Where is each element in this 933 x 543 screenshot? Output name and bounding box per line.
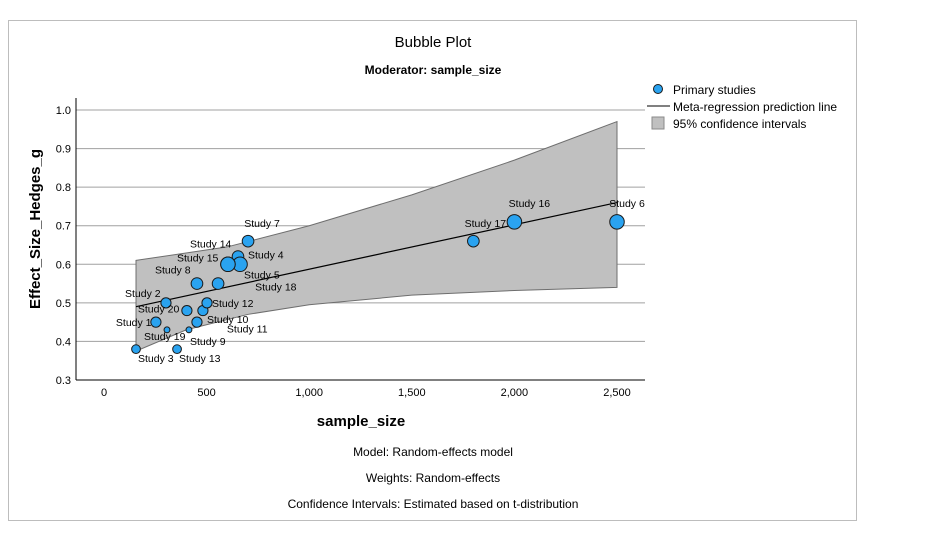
footnote-model: Model: Random-effects model (353, 445, 513, 459)
bubble-study-18 (211, 277, 225, 290)
point-label: Study 11 (227, 324, 268, 336)
bubble-study-1 (150, 316, 162, 328)
bubble-study-10 (191, 316, 203, 328)
y-tick-label: 1.0 (56, 105, 71, 117)
legend-label-ci: 95% confidence intervals (673, 117, 806, 131)
axes (75, 98, 645, 381)
chart-subtitle: Moderator: sample_size (365, 63, 502, 77)
point-label: Study 18 (255, 282, 297, 294)
legend-marker-ci (651, 116, 665, 130)
point-label: Study 4 (248, 250, 284, 262)
point-label: Study 8 (155, 265, 191, 277)
point-label: Study 7 (244, 218, 280, 230)
y-tick-label: 0.9 (56, 144, 71, 156)
bubble-study-12 (201, 297, 213, 309)
point-label: Study 17 (465, 218, 507, 230)
point-label: Study 16 (509, 198, 551, 210)
point-label: Study 6 (609, 198, 645, 210)
point-label: Study 14 (190, 238, 232, 250)
x-tick-label: 2,500 (603, 387, 631, 399)
y-tick-labels: 0.3 0.4 0.5 0.6 0.7 0.8 0.9 1.0 (56, 105, 71, 387)
chart-title: Bubble Plot (395, 34, 473, 51)
bubble-study-19 (163, 326, 171, 334)
point-label: Study 9 (190, 336, 226, 348)
footnote-weights: Weights: Random-effects (366, 471, 500, 485)
bubble-study-7 (241, 234, 255, 248)
x-tick-labels: 0 500 1,000 1,500 2,000 2,500 (101, 387, 631, 399)
x-axis-label: sample_size (317, 413, 405, 430)
point-label: Study 3 (138, 353, 174, 365)
footnote-ci: Confidence Intervals: Estimated based on… (288, 497, 579, 511)
y-tick-label: 0.6 (56, 259, 71, 271)
x-tick-label: 1,000 (295, 387, 323, 399)
legend-marker-bubble (653, 84, 663, 94)
bubble-study-8 (190, 277, 204, 290)
bubble-study-2 (160, 297, 172, 309)
point-label: Study 13 (179, 353, 221, 365)
point-label: Study 10 (207, 314, 249, 326)
y-axis-label: Effect_Size_Hedges_g (27, 149, 44, 309)
legend: Primary studies Meta-regression predicti… (647, 83, 837, 131)
point-label: Study 19 (144, 331, 186, 343)
point-label: Study 1 (116, 317, 152, 329)
legend-label-prediction-line: Meta-regression prediction line (673, 100, 837, 114)
x-tick-label: 2,000 (501, 387, 529, 399)
point-label: Study 2 (125, 288, 161, 300)
bubble-study-20 (181, 304, 193, 317)
bubble-study-9 (185, 326, 193, 334)
bubble-study-16 (506, 214, 523, 230)
bubble-study-13 (172, 344, 182, 355)
point-label: Study 20 (138, 304, 180, 316)
y-tick-label: 0.7 (56, 221, 71, 233)
x-tick-label: 500 (197, 387, 215, 399)
point-label: Study 5 (244, 269, 280, 281)
x-tick-label: 0 (101, 387, 107, 399)
y-tick-label: 0.4 (56, 336, 71, 348)
bubbles-group (131, 214, 625, 355)
point-label: Study 12 (212, 298, 254, 310)
y-tick-label: 0.5 (56, 298, 71, 310)
bubble-study-15 (220, 256, 236, 273)
point-label: Study 15 (177, 252, 219, 264)
x-tick-label: 1,500 (398, 387, 426, 399)
legend-label-primary-studies: Primary studies (673, 83, 756, 97)
y-tick-label: 0.3 (56, 375, 71, 387)
bubble-study-6 (609, 214, 625, 230)
bubble-study-17 (467, 234, 480, 248)
bubble-study-3 (131, 344, 141, 355)
y-tick-label: 0.8 (56, 182, 71, 194)
